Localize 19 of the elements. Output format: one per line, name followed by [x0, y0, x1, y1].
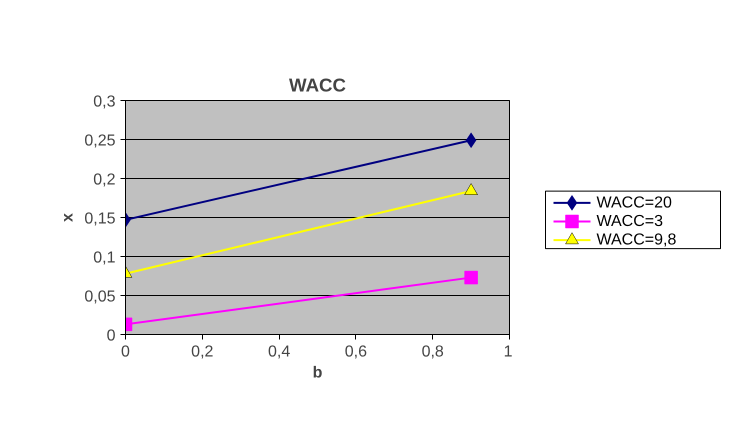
x-axis-title: b	[312, 364, 323, 382]
x-tick-label: 0,8	[422, 344, 444, 360]
y-tick-label: 0,2	[93, 172, 116, 188]
y-tick-label: 0,05	[84, 288, 116, 306]
x-tick-label: 0,4	[268, 344, 290, 360]
y-tick-label: 0,15	[84, 210, 116, 228]
y-tick-label: 0,3	[93, 94, 116, 110]
y-tick-label: 0	[106, 328, 116, 344]
y-tick-label: 0,1	[93, 250, 116, 266]
legend-label: WACC=20	[596, 194, 672, 212]
x-tick-label: 0	[121, 344, 130, 360]
x-tick-label: 1	[504, 344, 513, 360]
x-tick-label: 0,2	[191, 344, 214, 360]
legend-label: WACC=3	[596, 213, 664, 230]
chart-title: WACC	[289, 74, 346, 96]
y-tick-label: 0,25	[84, 132, 116, 150]
legend-label: WACC=9,8	[596, 232, 676, 249]
x-tick-label: 0,6	[344, 344, 368, 360]
y-axis-title: x	[59, 212, 76, 222]
